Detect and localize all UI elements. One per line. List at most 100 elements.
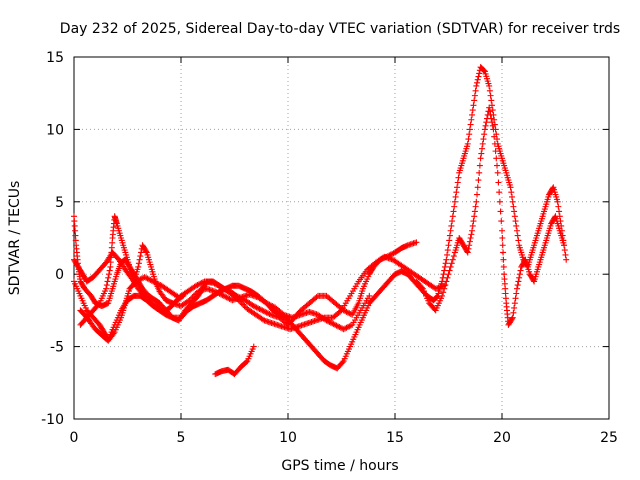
data-point: [471, 208, 478, 215]
data-point: [337, 308, 344, 315]
data-point: [486, 104, 493, 111]
data-point: [509, 198, 516, 205]
data-point: [491, 133, 498, 140]
data-point: [469, 222, 476, 229]
x-tick-label: 15: [386, 430, 404, 446]
data-point: [472, 203, 479, 210]
data-point: [561, 247, 568, 254]
data-point: [347, 322, 354, 329]
data-point: [103, 285, 110, 292]
y-tick-label: -10: [41, 412, 64, 428]
data-point: [498, 218, 505, 225]
data-point: [471, 213, 478, 220]
chart-title: Day 232 of 2025, Sidereal Day-to-day VTE…: [60, 21, 620, 37]
data-point: [487, 111, 494, 118]
data-point: [489, 119, 496, 126]
data-point: [187, 295, 194, 302]
data-point: [253, 304, 260, 311]
data-point: [517, 267, 524, 274]
data-point: [513, 222, 520, 229]
data-point: [95, 301, 102, 308]
data-point: [220, 292, 227, 299]
data-point: [500, 249, 507, 256]
data-point: [521, 257, 528, 264]
data-point: [250, 343, 257, 350]
data-point: [344, 324, 351, 331]
data-point: [499, 242, 506, 249]
data-point: [466, 126, 473, 133]
data-point: [387, 251, 394, 258]
data-point: [110, 330, 117, 337]
data-point: [211, 280, 218, 287]
data-point: [448, 260, 455, 267]
data-point: [265, 310, 272, 317]
data-point: [474, 76, 481, 83]
series-track-f: [77, 253, 448, 344]
data-point: [219, 292, 226, 299]
data-point: [344, 309, 351, 316]
data-point: [449, 213, 456, 220]
data-point: [197, 280, 204, 287]
data-point: [464, 140, 471, 147]
data-point: [215, 282, 222, 289]
data-point: [486, 87, 493, 94]
data-point: [470, 218, 477, 225]
data-point: [454, 184, 461, 191]
data-point: [180, 292, 187, 299]
x-tick-labels: 0 5 10 15 20 25: [70, 430, 618, 446]
series-track-e: [212, 343, 257, 378]
data-point: [223, 294, 230, 301]
data-point: [334, 323, 341, 330]
data-point: [434, 293, 441, 300]
data-point: [194, 282, 201, 289]
data-point: [514, 282, 521, 289]
data-point: [489, 122, 496, 129]
data-point: [474, 191, 481, 198]
data-point: [332, 321, 339, 328]
data-point: [483, 119, 490, 126]
data-point: [444, 247, 451, 254]
data-point: [449, 256, 456, 263]
data-point: [105, 274, 112, 281]
data-point: [241, 303, 248, 310]
data-point: [477, 155, 484, 162]
data-point: [554, 198, 561, 205]
data-point: [234, 296, 241, 303]
x-tick-label: 10: [279, 430, 297, 446]
data-point: [443, 256, 450, 263]
data-point: [340, 326, 347, 333]
data-point: [418, 284, 425, 291]
data-point: [530, 277, 537, 284]
data-point: [439, 292, 446, 299]
data-point: [446, 267, 453, 274]
data-point: [515, 237, 522, 244]
data-point: [444, 251, 451, 258]
data-point: [446, 237, 453, 244]
data-point: [468, 116, 475, 123]
data-point: [324, 318, 331, 325]
data-point: [252, 303, 259, 310]
data-point: [470, 102, 477, 109]
y-tick-labels: -10 -5 0 5 10 15: [41, 50, 64, 428]
data-point: [446, 232, 453, 239]
data-point: [444, 274, 451, 281]
data-point: [514, 232, 521, 239]
data-point: [471, 97, 478, 104]
data-point: [450, 208, 457, 215]
data-point: [210, 279, 217, 286]
data-point: [507, 184, 514, 191]
data-point: [329, 320, 336, 327]
data-point: [145, 276, 152, 283]
data-point: [225, 295, 232, 302]
data-point: [496, 198, 503, 205]
data-point: [513, 227, 520, 234]
data-point: [452, 193, 459, 200]
data-point: [257, 306, 264, 313]
data-point: [445, 271, 452, 278]
data-point: [135, 276, 142, 283]
data-point: [343, 324, 350, 331]
y-tick-label: 5: [55, 195, 64, 211]
data-point: [103, 282, 110, 289]
data-point: [155, 281, 162, 288]
